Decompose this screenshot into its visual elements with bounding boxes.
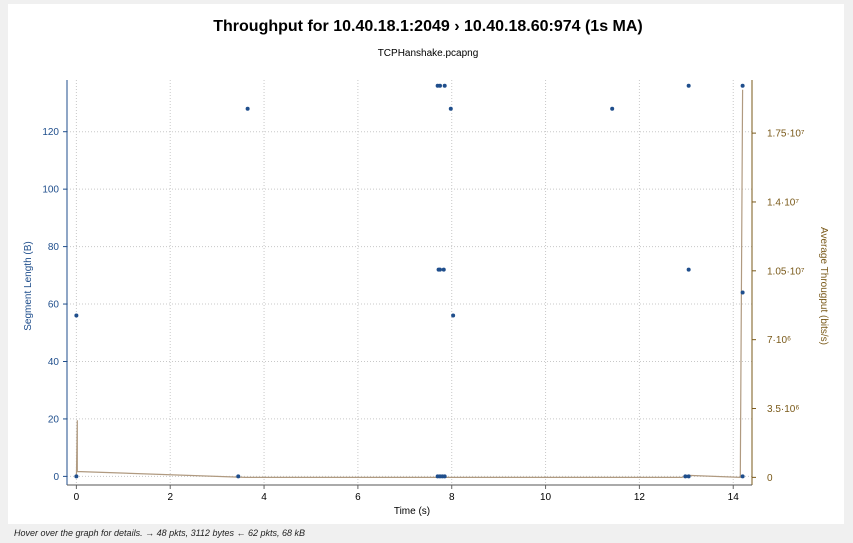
y-right-tick-label: 1.75·10⁷ [767,129,805,140]
y-right-tick-label: 1.05·10⁷ [767,266,805,277]
segment-point [437,83,442,88]
segment-point [683,474,688,479]
segment-point [74,474,79,479]
y-left-tick-label: 40 [48,357,60,368]
plot-frame: Throughput for 10.40.18.1:2049 › 10.40.1… [8,4,844,524]
segment-point [451,313,456,318]
segment-point [740,474,745,479]
segment-point [441,267,446,272]
y-right-tick-label: 1.4·10⁷ [767,197,799,208]
x-tick-label: 8 [449,492,455,503]
y-axis-right-label: Average Througput (bits/s) [818,227,829,345]
y-left-tick-label: 80 [48,242,60,253]
segment-point [442,474,447,479]
segment-point [245,106,250,111]
y-left-tick-label: 0 [53,472,59,483]
y-left-tick-label: 20 [48,414,60,425]
y-left-tick-label: 120 [42,127,59,138]
segment-point [74,313,79,318]
x-tick-label: 0 [74,492,80,503]
x-tick-label: 10 [540,492,552,503]
segment-point [740,83,745,88]
y-right-tick-label: 3.5·10⁶ [767,404,799,415]
y-right-tick-label: 7·10⁶ [767,335,791,346]
throughput-chart[interactable]: Throughput for 10.40.18.1:2049 › 10.40.1… [8,4,844,524]
y-left-tick-label: 60 [48,300,60,311]
chart-title: Throughput for 10.40.18.1:2049 › 10.40.1… [213,18,643,35]
status-bar: Hover over the graph for details. → 48 p… [14,528,305,538]
x-tick-label: 4 [261,492,267,503]
y-left-tick-label: 100 [42,185,59,196]
segment-point [686,267,691,272]
y-right-tick-label: 0 [767,473,773,484]
segment-point [686,474,691,479]
segment-point [236,474,241,479]
segment-point [448,106,453,111]
segment-point [437,267,442,272]
segment-point [686,83,691,88]
x-tick-label: 12 [634,492,646,503]
axes: 0 2 4 6 8 10 12 14 0 20 40 60 80 100 120 0 3.5·10⁶ 7·10⁶ 1… [42,80,805,503]
chart-subtitle: TCPHanshake.pcapng [378,48,479,59]
grid-lines [67,80,752,485]
segment-point [442,83,447,88]
x-tick-label: 2 [167,492,173,503]
x-axis-label: Time (s) [394,506,430,517]
y-axis-left-label: Segment Length (B) [23,241,34,331]
x-tick-label: 14 [728,492,740,503]
segment-point [740,290,745,295]
x-tick-label: 6 [355,492,361,503]
segment-series [74,83,745,479]
segment-point [610,106,615,111]
